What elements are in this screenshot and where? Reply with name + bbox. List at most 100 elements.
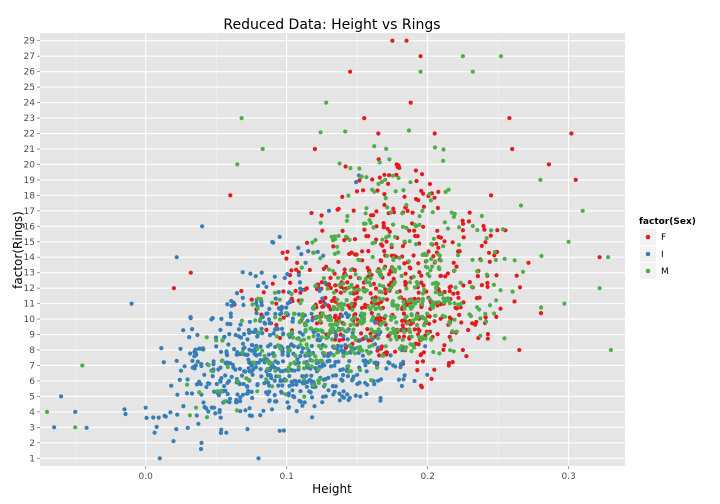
data-point-M <box>448 337 453 343</box>
data-point-M <box>344 218 349 223</box>
data-point-I <box>402 373 407 378</box>
data-point-I <box>340 378 345 383</box>
data-point-M <box>420 296 425 302</box>
data-point-M <box>390 303 395 308</box>
data-point-I <box>189 391 195 396</box>
data-point-I <box>187 335 192 340</box>
data-point-F <box>383 291 388 296</box>
data-point-I <box>214 381 219 387</box>
data-point-F <box>381 221 386 226</box>
data-point-I <box>225 302 230 307</box>
data-point-F <box>378 258 383 263</box>
data-point-M <box>432 145 438 150</box>
y-axis-ticks: 1234567891011121314151617181920212223242… <box>24 37 40 464</box>
data-point-I <box>280 359 286 364</box>
data-point-F <box>418 383 424 388</box>
data-point-M <box>371 225 376 230</box>
data-point-I <box>278 379 283 384</box>
data-point-M <box>377 296 382 301</box>
data-point-I <box>178 368 184 373</box>
data-point-M <box>318 319 323 324</box>
data-point-M <box>318 220 323 225</box>
data-point-I <box>333 384 338 389</box>
data-point-I <box>280 352 285 357</box>
data-point-I <box>254 353 259 358</box>
data-point-M <box>538 177 543 182</box>
data-point-M <box>383 196 388 201</box>
data-point-I <box>73 409 78 414</box>
data-point-M <box>390 173 395 178</box>
data-point-M <box>429 337 434 342</box>
y-tick-label: 14 <box>24 253 36 263</box>
data-point-F <box>410 210 415 215</box>
data-point-M <box>239 116 244 121</box>
x-axis-title: Height <box>312 482 352 496</box>
data-point-M <box>321 276 326 281</box>
y-tick-label: 27 <box>24 52 35 62</box>
data-point-M <box>332 251 337 256</box>
data-point-F <box>487 259 492 264</box>
data-point-I <box>304 384 309 389</box>
data-point-M <box>295 336 300 341</box>
data-point-I <box>200 346 206 351</box>
data-point-M <box>381 353 386 358</box>
data-point-I <box>280 349 285 354</box>
data-point-F <box>434 241 439 246</box>
x-tick-label: 0.2 <box>420 472 434 482</box>
data-point-F <box>405 208 410 213</box>
data-point-I <box>272 378 277 383</box>
data-point-M <box>395 303 400 308</box>
data-point-M <box>322 382 327 387</box>
data-point-I <box>238 395 243 400</box>
data-point-I <box>267 398 272 403</box>
data-point-M <box>343 329 348 334</box>
data-point-I <box>343 343 348 348</box>
data-point-M <box>386 288 391 293</box>
data-point-M <box>255 346 260 352</box>
data-point-I <box>290 319 295 324</box>
data-point-M <box>441 158 446 163</box>
data-point-F <box>414 178 419 184</box>
data-point-M <box>430 264 435 269</box>
data-point-M <box>387 157 392 162</box>
data-point-I <box>268 373 273 378</box>
data-point-M <box>468 314 473 319</box>
data-point-I <box>254 311 259 316</box>
data-point-M <box>400 211 405 216</box>
data-point-M <box>368 358 373 363</box>
data-point-M <box>379 290 384 295</box>
data-point-M <box>375 269 380 274</box>
data-point-M <box>420 208 425 213</box>
data-point-M <box>360 348 365 353</box>
data-point-M <box>400 224 405 229</box>
data-point-I <box>262 381 267 386</box>
data-point-I <box>240 270 245 275</box>
data-point-I <box>234 291 240 296</box>
data-point-I <box>300 346 306 351</box>
x-tick-label: 0.0 <box>139 472 154 482</box>
data-points <box>44 38 614 461</box>
data-point-F <box>427 181 432 187</box>
data-point-F <box>442 343 447 348</box>
data-point-M <box>204 415 210 420</box>
legend-label-I: I <box>661 250 664 260</box>
data-point-I <box>372 360 377 365</box>
legend-swatch-F <box>645 234 651 240</box>
y-tick-label: 7 <box>29 361 35 371</box>
data-point-M <box>250 302 255 307</box>
data-point-M <box>383 313 388 318</box>
data-point-M <box>218 388 224 393</box>
y-tick-label: 8 <box>29 346 35 356</box>
data-point-F <box>456 295 461 300</box>
data-point-M <box>318 377 323 382</box>
data-point-I <box>219 427 224 432</box>
data-point-I <box>341 389 346 394</box>
data-point-F <box>407 228 412 233</box>
data-point-F <box>364 234 369 239</box>
data-point-M <box>80 363 85 368</box>
data-point-I <box>227 332 232 337</box>
data-point-F <box>295 260 300 265</box>
data-point-M <box>348 322 353 328</box>
data-point-F <box>338 290 343 295</box>
data-point-M <box>395 328 400 333</box>
